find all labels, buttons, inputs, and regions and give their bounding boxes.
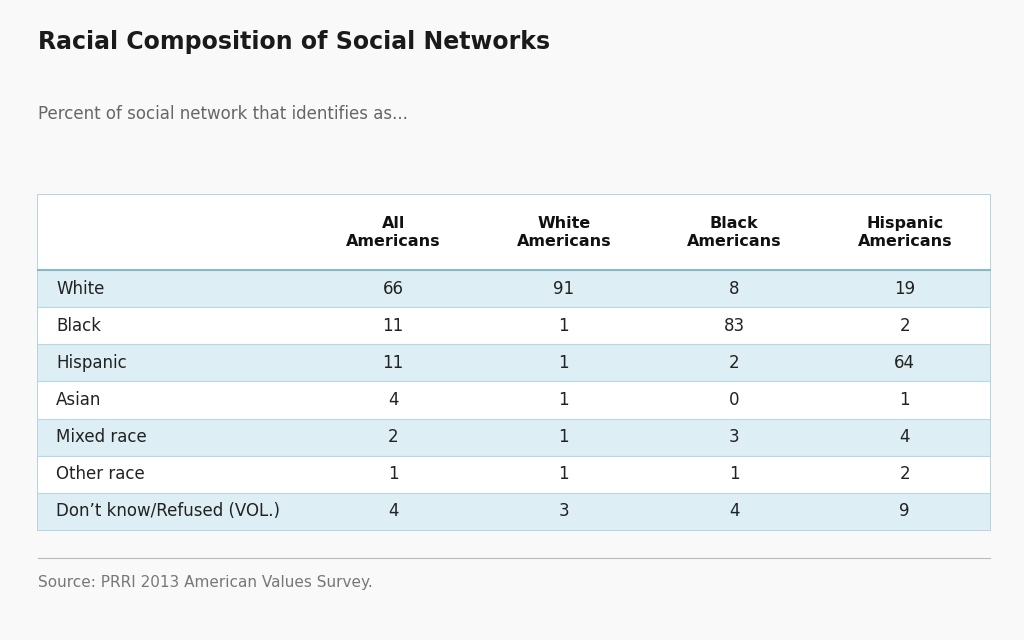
- Text: 4: 4: [388, 502, 398, 520]
- Text: 9: 9: [899, 502, 910, 520]
- Text: Black: Black: [56, 317, 101, 335]
- Text: 91: 91: [553, 280, 574, 298]
- Text: 1: 1: [558, 465, 569, 483]
- Text: Don’t know/Refused (VOL.): Don’t know/Refused (VOL.): [56, 502, 280, 520]
- Text: 83: 83: [724, 317, 744, 335]
- Text: 4: 4: [729, 502, 739, 520]
- Bar: [38, 195, 990, 530]
- Text: White: White: [56, 280, 104, 298]
- Text: Hispanic
Americans: Hispanic Americans: [857, 216, 952, 250]
- Text: 1: 1: [729, 465, 739, 483]
- Bar: [38, 270, 990, 307]
- Bar: [38, 456, 990, 493]
- Text: 1: 1: [558, 391, 569, 409]
- Bar: [38, 195, 990, 270]
- Text: 1: 1: [558, 317, 569, 335]
- Text: Percent of social network that identifies as...: Percent of social network that identifie…: [38, 105, 408, 123]
- Text: Other race: Other race: [56, 465, 144, 483]
- Text: Mixed race: Mixed race: [56, 428, 146, 446]
- Bar: [38, 493, 990, 530]
- Text: 2: 2: [388, 428, 398, 446]
- Text: Racial Composition of Social Networks: Racial Composition of Social Networks: [38, 30, 550, 54]
- Text: 0: 0: [729, 391, 739, 409]
- Text: 4: 4: [899, 428, 910, 446]
- Text: 1: 1: [558, 354, 569, 372]
- Text: 3: 3: [558, 502, 569, 520]
- Text: 11: 11: [383, 354, 403, 372]
- Text: 2: 2: [899, 317, 910, 335]
- Text: 3: 3: [729, 428, 739, 446]
- Text: 8: 8: [729, 280, 739, 298]
- Bar: [38, 307, 990, 344]
- Bar: [38, 419, 990, 456]
- Text: 1: 1: [388, 465, 398, 483]
- Text: All
Americans: All Americans: [346, 216, 440, 250]
- Text: White
Americans: White Americans: [516, 216, 611, 250]
- Text: 2: 2: [729, 354, 739, 372]
- Text: 66: 66: [383, 280, 403, 298]
- Text: 64: 64: [894, 354, 915, 372]
- Text: Asian: Asian: [56, 391, 101, 409]
- Text: Source: PRRI 2013 American Values Survey.: Source: PRRI 2013 American Values Survey…: [38, 575, 373, 590]
- Text: 11: 11: [383, 317, 403, 335]
- Text: 19: 19: [894, 280, 915, 298]
- Text: 1: 1: [558, 428, 569, 446]
- Text: Black
Americans: Black Americans: [687, 216, 781, 250]
- Text: 1: 1: [899, 391, 910, 409]
- Bar: [38, 344, 990, 381]
- Text: 2: 2: [899, 465, 910, 483]
- Text: 4: 4: [388, 391, 398, 409]
- Bar: [38, 381, 990, 419]
- Text: Hispanic: Hispanic: [56, 354, 127, 372]
